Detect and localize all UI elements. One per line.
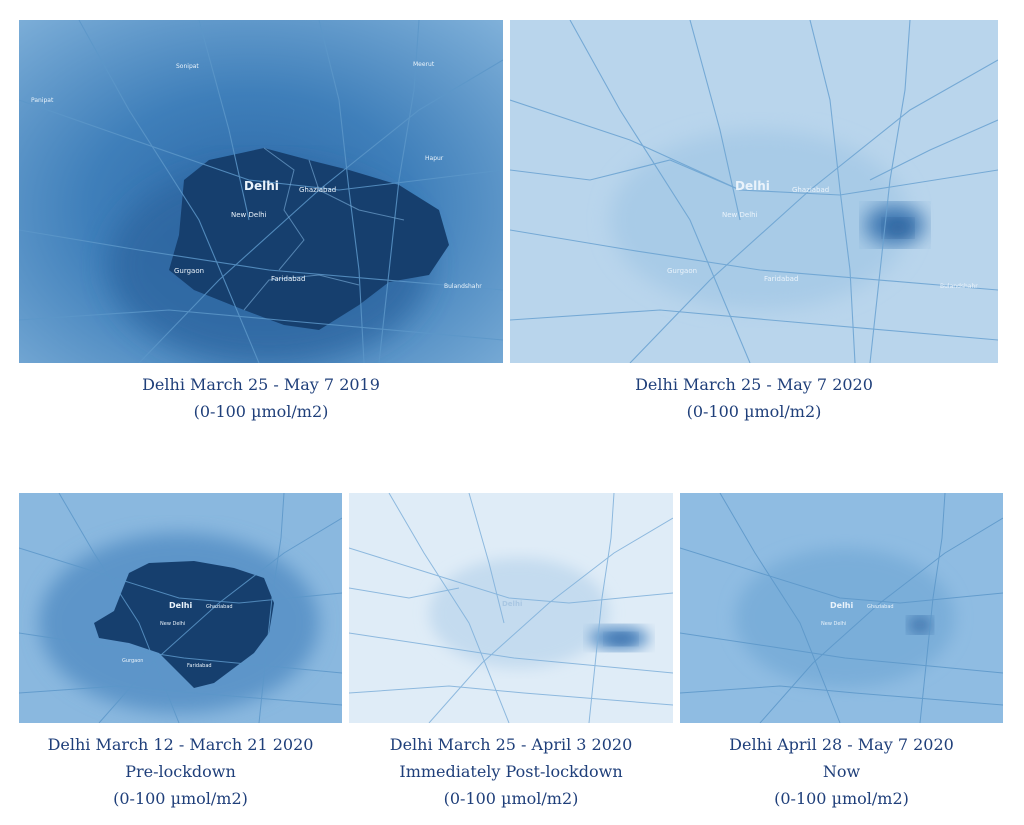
map-panel-pre-lockdown: Delhi New Delhi Ghaziabad Gurgaon Farida… xyxy=(19,493,342,723)
label-sub4: Faridabad xyxy=(187,663,212,669)
map-panel-now: Delhi New Delhi Ghaziabad xyxy=(680,493,1003,723)
label-edge5: Hapur xyxy=(425,155,444,162)
label-city: Delhi xyxy=(244,179,279,193)
caption-post-lockdown: Delhi March 25 - April 3 2020 Immediatel… xyxy=(349,731,673,812)
caption-unit: (0-100 µmol/m2) xyxy=(113,789,248,808)
map-panel-2019: Delhi New Delhi Ghaziabad Gurgaon Farida… xyxy=(19,20,503,363)
label-edge1: Bulandshahr xyxy=(444,283,482,290)
caption-unit: (0-100 µmol/m2) xyxy=(686,402,822,421)
caption-pre-lockdown: Delhi March 12 - March 21 2020 Pre-lockd… xyxy=(12,731,349,812)
caption-unit: (0-100 µmol/m2) xyxy=(193,402,329,421)
label-edge4: Panipat xyxy=(31,97,54,104)
label-sub3: Gurgaon xyxy=(122,658,143,664)
label-city: Delhi xyxy=(502,600,522,608)
label-edge2: Sonipat xyxy=(176,63,199,70)
label-sub4: Faridabad xyxy=(271,275,305,283)
caption-subtitle: Immediately Post-lockdown xyxy=(399,762,623,781)
label-sub2: Ghaziabad xyxy=(299,186,336,194)
caption-2019: Delhi March 25 - May 7 2019 (0-100 µmol/… xyxy=(19,371,503,425)
caption-subtitle: Now xyxy=(822,762,861,781)
no2-hotspot xyxy=(94,561,274,688)
caption-title: Delhi March 25 - April 3 2020 xyxy=(389,735,633,754)
no2-hotspot xyxy=(169,148,449,330)
label-sub3: Gurgaon xyxy=(667,267,697,275)
label-sub4: Faridabad xyxy=(764,275,798,283)
caption-unit: (0-100 µmol/m2) xyxy=(443,789,579,808)
label-sub1: New Delhi xyxy=(231,211,267,219)
label-sub1: New Delhi xyxy=(821,621,846,627)
label-edge3: Meerut xyxy=(413,61,435,68)
caption-2020: Delhi March 25 - May 7 2020 (0-100 µmol/… xyxy=(510,371,998,425)
label-city: Delhi xyxy=(169,601,193,610)
caption-now: Delhi April 28 - May 7 2020 Now (0-100 µ… xyxy=(680,731,1003,812)
label-sub1: New Delhi xyxy=(722,211,758,219)
label-sub2: Ghaziabad xyxy=(867,604,894,610)
caption-unit: (0-100 µmol/m2) xyxy=(774,789,909,808)
label-city: Delhi xyxy=(735,179,770,193)
caption-title: Delhi April 28 - May 7 2020 xyxy=(729,735,954,754)
label-city: Delhi xyxy=(830,601,854,610)
caption-subtitle: Pre-lockdown xyxy=(125,762,236,781)
label-sub1: New Delhi xyxy=(160,621,185,627)
label-sub2: Ghaziabad xyxy=(792,186,829,194)
caption-title: Delhi March 12 - March 21 2020 xyxy=(47,735,314,754)
label-sub2: Ghaziabad xyxy=(206,604,233,610)
label-edge1: Bulandshahr xyxy=(940,283,978,290)
map-panel-post-lockdown: Delhi xyxy=(349,493,673,723)
caption-title: Delhi March 25 - May 7 2019 xyxy=(142,375,380,394)
caption-title: Delhi March 25 - May 7 2020 xyxy=(635,375,873,394)
label-sub3: Gurgaon xyxy=(174,267,204,275)
map-panel-2020: Delhi New Delhi Ghaziabad Gurgaon Farida… xyxy=(510,20,998,363)
